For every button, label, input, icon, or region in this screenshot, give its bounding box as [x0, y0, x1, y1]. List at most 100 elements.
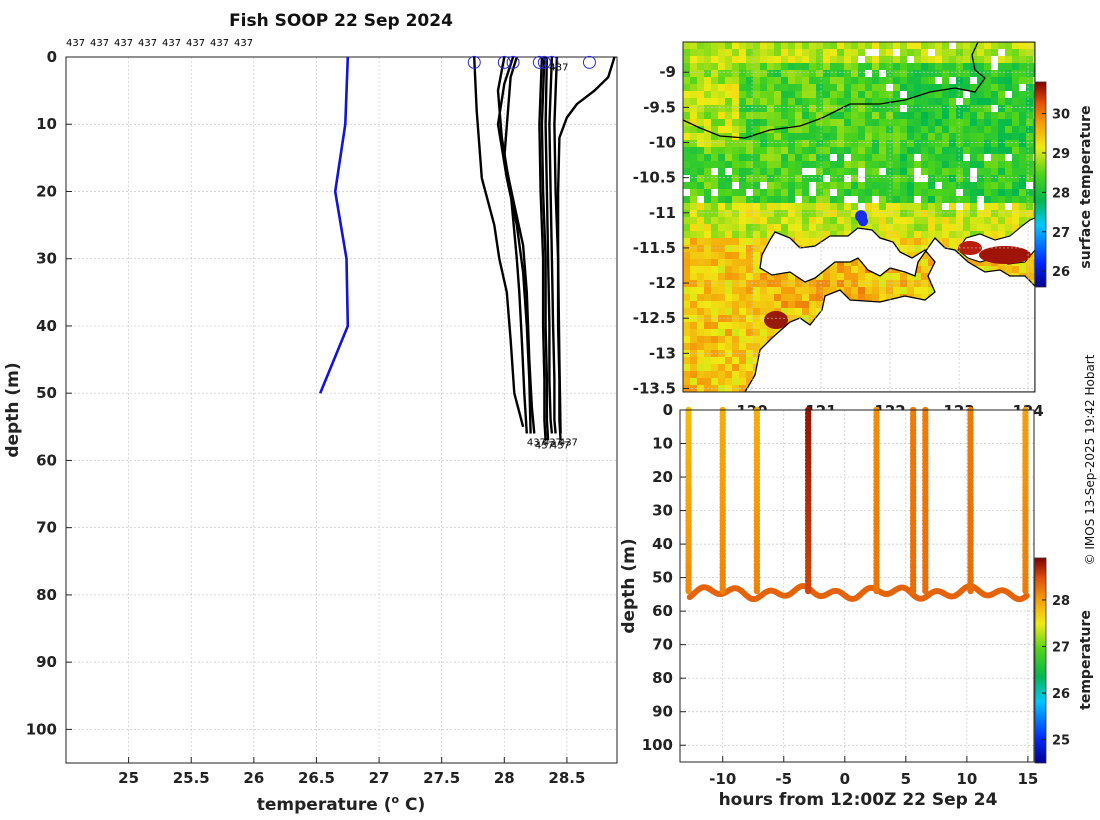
map-sst-pixel [984, 112, 991, 119]
map-sst-pixel [879, 203, 886, 210]
map-sst-pixel [851, 140, 858, 147]
map-sst-pixel [704, 98, 711, 105]
map-sst-pixel [732, 343, 739, 350]
map-sst-pixel [697, 210, 704, 217]
map-sst-pixel [1033, 77, 1035, 84]
map-sst-pixel [739, 224, 746, 231]
map-sst-pixel [942, 168, 949, 175]
map-sst-pixel [928, 259, 935, 266]
map-sst-pixel [1005, 70, 1012, 77]
map-sst-pixel [725, 252, 732, 259]
map-sst-pixel [893, 161, 900, 168]
xlabel-main: temperature ( [257, 795, 392, 815]
map-sst-pixel [746, 322, 753, 329]
map-sst-pixel [711, 357, 718, 364]
map-sst-pixel [949, 217, 956, 224]
map-sst-pixel [963, 98, 970, 105]
map-sst-pixel [711, 273, 718, 280]
map-sst-pixel [1026, 161, 1033, 168]
profile-y-tick-label: 40 [36, 317, 57, 335]
map-sst-pixel [956, 196, 963, 203]
map-sst-pixel [837, 217, 844, 224]
map-sst-pixel [767, 308, 774, 315]
map-sst-pixel [893, 182, 900, 189]
map-sst-pixel [942, 133, 949, 140]
map-sst-pixel [732, 49, 739, 56]
map-sst-pixel [893, 273, 900, 280]
map-sst-pixel [914, 49, 921, 56]
map-sst-pixel [718, 210, 725, 217]
map-sst-pixel [760, 287, 767, 294]
map-sst-pixel [739, 140, 746, 147]
map-sst-pixel [809, 196, 816, 203]
map-sst-pixel [725, 203, 732, 210]
map-sst-pixel [886, 294, 893, 301]
map-sst-pixel [844, 280, 851, 287]
map-sst-pixel [935, 91, 942, 98]
profile-y-tick-label: 50 [36, 384, 57, 402]
map-sst-pixel [802, 231, 809, 238]
map-sst-pixel [781, 119, 788, 126]
map-sst-pixel [809, 42, 816, 49]
map-sst-pixel [977, 175, 984, 182]
map-sst-pixel [949, 238, 956, 245]
map-sst-pixel [718, 84, 725, 91]
map-sst-pixel [1012, 49, 1019, 56]
map-sst-pixel [753, 63, 760, 70]
map-sst-pixel [956, 182, 963, 189]
map-sst-pixel [711, 266, 718, 273]
map-sst-pixel [795, 210, 802, 217]
map-sst-pixel [1026, 84, 1033, 91]
map-sst-pixel [935, 70, 942, 77]
map-sst-pixel [816, 91, 823, 98]
map-sst-pixel [711, 294, 718, 301]
map-sst-pixel [767, 98, 774, 105]
map-sst-pixel [984, 154, 991, 161]
map-sst-pixel [886, 189, 893, 196]
map-sst-pixel [718, 189, 725, 196]
map-sst-pixel [739, 119, 746, 126]
fish-profile-line [473, 56, 525, 428]
map-sst-pixel [746, 84, 753, 91]
map-sst-pixel [858, 63, 865, 70]
map-sst-pixel [893, 119, 900, 126]
map-sst-pixel [760, 168, 767, 175]
map-sst-pixel [774, 189, 781, 196]
map-sst-pixel [970, 217, 977, 224]
map-sst-pixel [1026, 210, 1033, 217]
map-sst-pixel [1019, 105, 1026, 112]
map-sst-pixel [963, 196, 970, 203]
map-sst-pixel [886, 56, 893, 63]
map-sst-pixel [844, 161, 851, 168]
map-sst-pixel [1012, 56, 1019, 63]
section-point [1022, 587, 1029, 595]
map-sst-pixel [1026, 105, 1033, 112]
map-sst-pixel [753, 329, 760, 336]
map-sst-pixel [872, 210, 879, 217]
map-sst-pixel [872, 42, 879, 49]
map-sst-pixel [760, 238, 767, 245]
map-sst-pixel [984, 161, 991, 168]
map-sst-pixel [697, 308, 704, 315]
map-sst-pixel [816, 224, 823, 231]
map-sst-pixel [921, 119, 928, 126]
map-sst-pixel [893, 287, 900, 294]
map-sst-pixel [1012, 210, 1019, 217]
map-sst-pixel [1005, 210, 1012, 217]
map-sst-pixel [851, 259, 858, 266]
map-sst-pixel [704, 161, 711, 168]
map-sst-pixel [1005, 182, 1012, 189]
map-sst-pixel [767, 210, 774, 217]
map-sst-pixel [774, 273, 781, 280]
map-sst-pixel [984, 133, 991, 140]
map-sst-pixel [893, 84, 900, 91]
map-sst-pixel [788, 308, 795, 315]
map-sst-pixel [760, 126, 767, 133]
map-sst-pixel [788, 287, 795, 294]
map-sst-pixel [858, 119, 865, 126]
map-sst-pixel [991, 49, 998, 56]
map-sst-pixel [998, 266, 1005, 273]
map-sst-pixel [1012, 77, 1019, 84]
